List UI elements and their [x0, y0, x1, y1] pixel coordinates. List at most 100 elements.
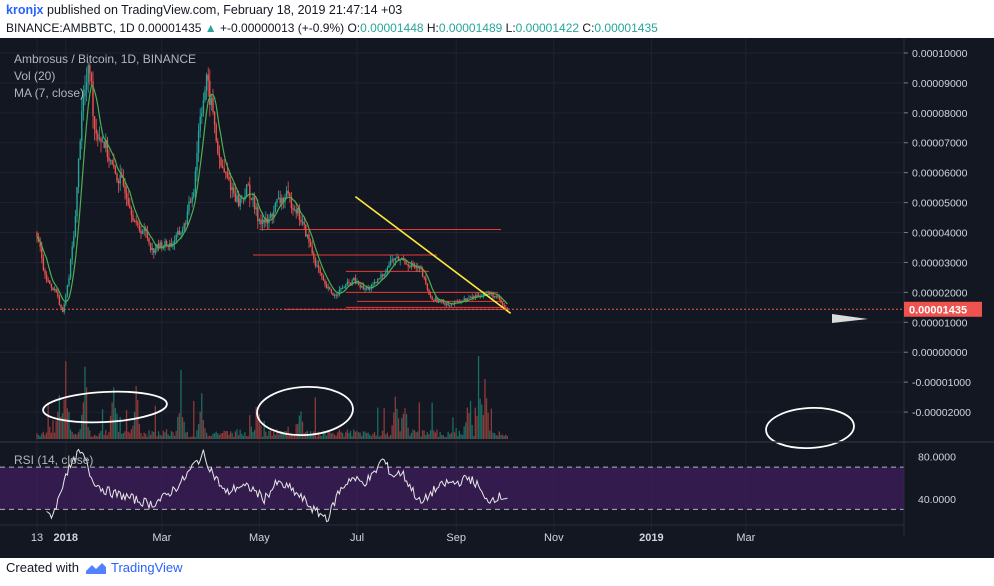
- volume-bar: [377, 407, 379, 439]
- candle-body: [132, 215, 134, 221]
- volume-bar: [65, 361, 67, 439]
- low-label: L:: [505, 21, 516, 35]
- candle-body: [381, 274, 384, 276]
- price-tick-label: 0.00004000: [912, 228, 968, 240]
- candle-body: [58, 296, 61, 305]
- volume-bar: [188, 436, 190, 439]
- candle-body: [228, 177, 230, 181]
- volume-bar: [314, 397, 316, 439]
- volume-bar: [361, 435, 363, 439]
- volume-bar: [191, 436, 193, 439]
- volume-bar: [129, 432, 131, 439]
- candle-body: [180, 232, 182, 235]
- volume-bar: [442, 435, 444, 439]
- volume-bar: [151, 431, 153, 439]
- author-name[interactable]: kronjx: [6, 3, 44, 17]
- annotation-arrow: [832, 314, 868, 323]
- time-axis[interactable]: 13 2018 Mar May Jul Sep Nov 2019 Mar: [0, 524, 904, 544]
- volume-bar: [290, 434, 292, 439]
- volume-bar: [471, 424, 473, 439]
- volume-bar: [481, 404, 483, 439]
- candle-body: [429, 294, 432, 298]
- volume-bar: [316, 436, 318, 439]
- candle-body: [89, 65, 91, 74]
- tradingview-brand[interactable]: TradingView: [110, 560, 183, 575]
- volume-bar: [273, 430, 275, 439]
- legend-ma: MA (7, close): [14, 86, 84, 100]
- candle-body: [50, 283, 53, 288]
- volume-bar: [143, 432, 145, 439]
- volume-bar: [407, 427, 409, 439]
- grid: [0, 38, 904, 536]
- volume-bar: [449, 434, 451, 439]
- candle-body: [349, 282, 352, 285]
- trendline[interactable]: [354, 195, 512, 314]
- volume-bar: [476, 416, 478, 439]
- candle-body: [165, 240, 168, 246]
- last-price: 0.00001435: [138, 21, 202, 35]
- price-chart[interactable]: 0.00010000 0.00009000 0.00008000 0.00007000…: [0, 38, 994, 558]
- candle-body: [335, 294, 337, 296]
- volume-bar: [225, 431, 227, 439]
- candle-body: [436, 297, 438, 303]
- candle-body: [60, 304, 62, 308]
- volume-bar: [289, 433, 291, 439]
- close-value: 0.00001435: [594, 21, 658, 35]
- candle-body: [202, 100, 205, 113]
- candle-body: [241, 197, 243, 199]
- volume-bar: [121, 433, 123, 439]
- high-value: 0.00001489: [438, 21, 503, 35]
- candle-body: [285, 190, 288, 197]
- volume-bar: [295, 424, 297, 439]
- candle-body: [316, 265, 318, 267]
- volume-bar: [356, 430, 358, 439]
- volume-bar: [178, 413, 180, 439]
- candle-body: [207, 74, 209, 81]
- volume-bar: [90, 436, 92, 439]
- volume-bar: [74, 433, 76, 439]
- volume-bar: [319, 435, 321, 439]
- volume-bar: [341, 432, 344, 439]
- candle-body: [95, 129, 97, 134]
- candle-body: [410, 263, 413, 267]
- candle-body: [372, 284, 374, 286]
- candle-body: [53, 288, 56, 290]
- candle-body: [209, 80, 211, 105]
- volume-bar: [58, 395, 60, 439]
- candle-body: [113, 164, 115, 168]
- candle-body: [361, 286, 363, 288]
- ma-line: [36, 84, 508, 305]
- volume-bar: [429, 430, 432, 439]
- candle-body: [236, 195, 238, 202]
- candle-body: [55, 288, 57, 293]
- candle-body: [205, 74, 208, 91]
- volume-bar: [181, 417, 184, 439]
- volume-bar: [241, 433, 243, 439]
- rsi-tick-label: 40.0000: [918, 494, 956, 506]
- candle-body: [505, 307, 507, 309]
- candle-body: [109, 160, 112, 162]
- volume-bar: [92, 436, 94, 439]
- rsi-axis: 80.0000 40.0000: [918, 452, 956, 506]
- candle-body: [69, 259, 72, 278]
- volume-bar: [260, 425, 262, 439]
- candle-body: [338, 289, 341, 295]
- volume-bar: [322, 430, 324, 439]
- volume-bar: [497, 435, 499, 439]
- volume-bar: [146, 436, 148, 439]
- volume-bar: [409, 435, 411, 439]
- candle-body: [226, 172, 229, 178]
- volume-bar: [378, 436, 380, 439]
- volume-bar: [98, 433, 100, 439]
- price-axis[interactable]: 0.00010000 0.00009000 0.00008000 0.00007000…: [903, 38, 971, 536]
- volume-bar: [370, 436, 372, 439]
- candles: [36, 61, 509, 315]
- volume-bar: [311, 433, 313, 439]
- volume-bar: [418, 402, 420, 439]
- volume-bar: [455, 428, 457, 439]
- volume-bar: [308, 434, 310, 439]
- candle-body: [124, 185, 126, 194]
- candle-body: [306, 234, 309, 237]
- volume-bar: [386, 432, 388, 439]
- volume-bar: [279, 430, 281, 439]
